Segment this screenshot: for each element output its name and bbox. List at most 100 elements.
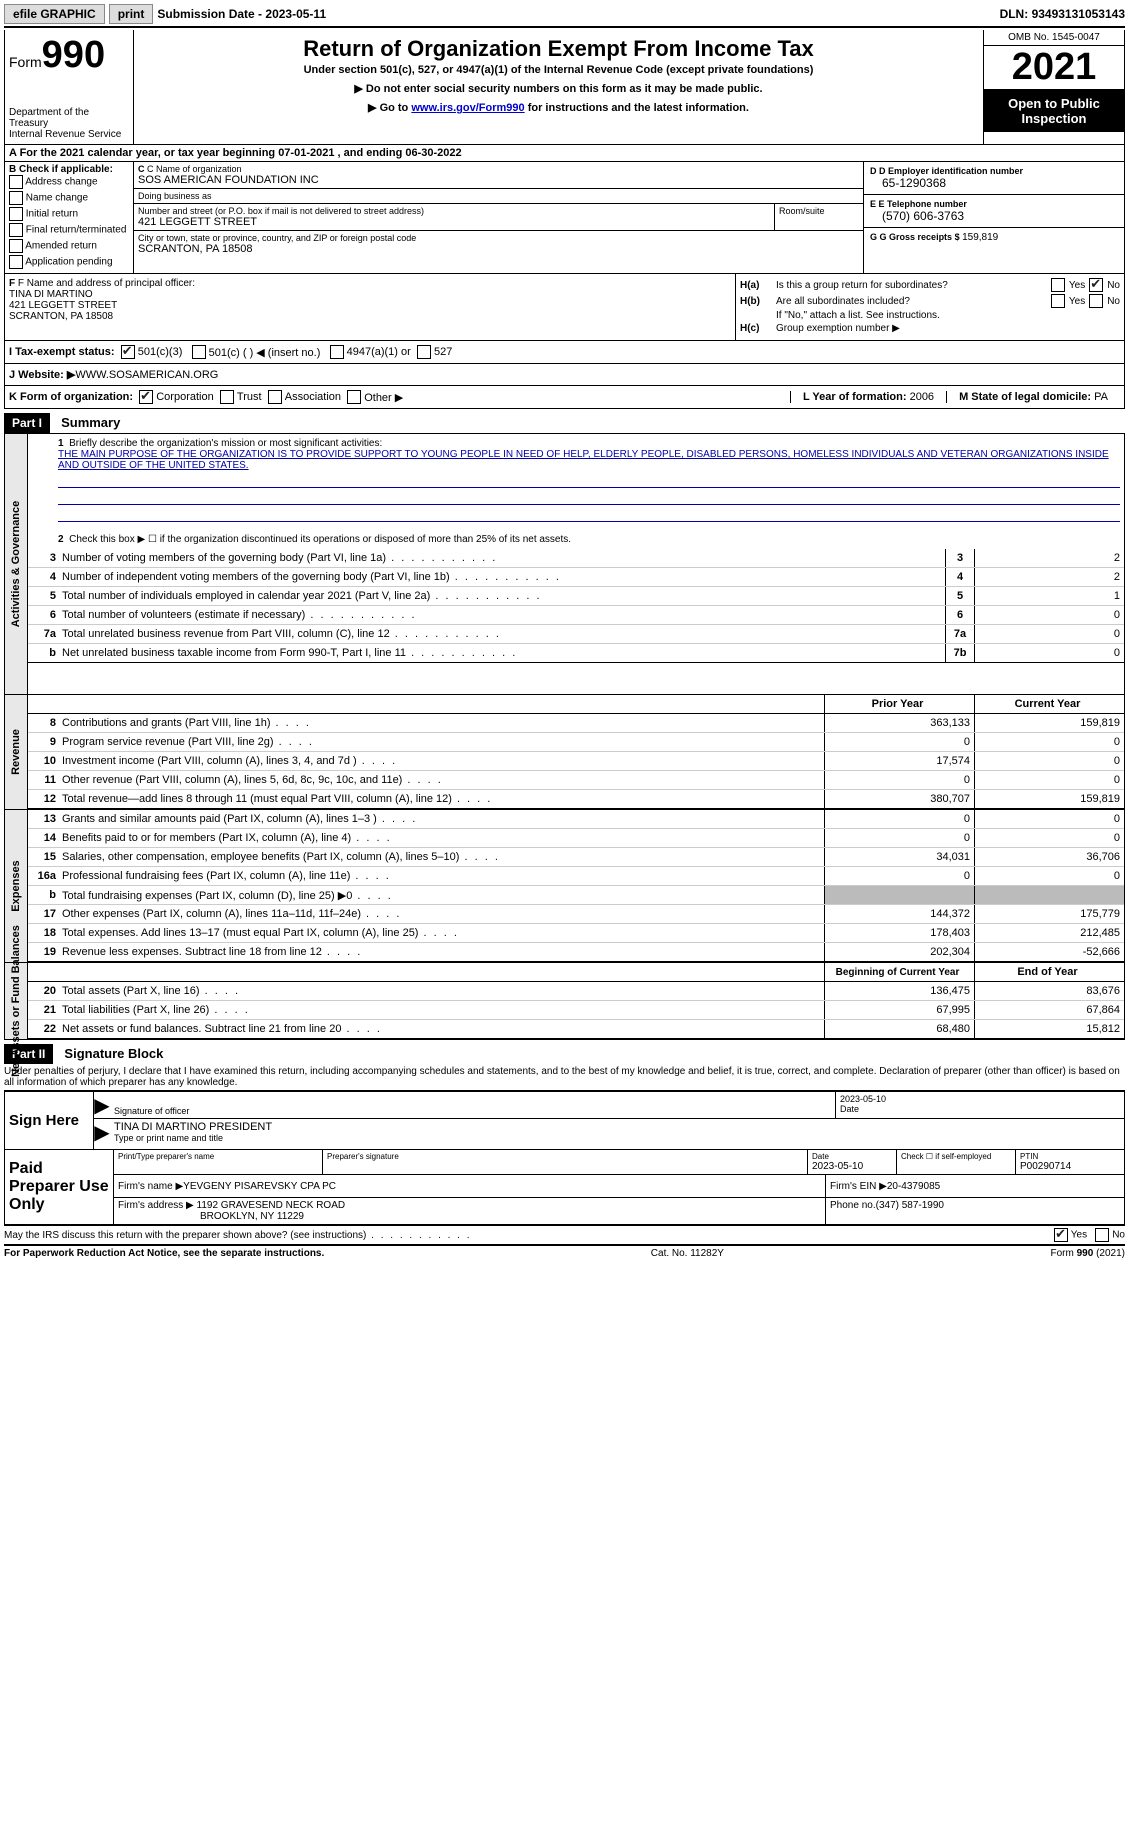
instruction-ssn: ▶ Do not enter social security numbers o…: [138, 82, 979, 95]
cb-name-change[interactable]: Name change: [9, 191, 129, 205]
block-bcd: B Check if applicable: Address change Na…: [4, 162, 1125, 274]
rev-rows-line-9: 9Program service revenue (Part VIII, lin…: [28, 733, 1124, 752]
submission-date: Submission Date - 2023-05-11: [157, 7, 326, 21]
firm-name: YEVGENY PISAREVSKY CPA PC: [183, 1181, 336, 1192]
row-k-form-org: K Form of organization: Corporation Trus…: [4, 386, 1125, 409]
exp-rows-line-19: 19Revenue less expenses. Subtract line 1…: [28, 943, 1124, 962]
rev-rows-line-11: 11Other revenue (Part VIII, column (A), …: [28, 771, 1124, 790]
city-label: City or town, state or province, country…: [138, 233, 859, 243]
hb-yes[interactable]: [1051, 294, 1065, 308]
gross-value: 159,819: [962, 232, 998, 243]
cb-corp[interactable]: [139, 390, 153, 404]
ha-no[interactable]: [1089, 278, 1103, 292]
hb-label: H(b): [740, 296, 776, 307]
tax-status-label: I Tax-exempt status:: [9, 346, 115, 358]
vtab-netassets: Net Assets or Fund Balances: [5, 963, 28, 1039]
sig-date-value: 2023-05-10: [840, 1094, 1120, 1104]
cb-amended[interactable]: Amended return: [9, 239, 129, 253]
net-rows-line-21: 21Total liabilities (Part X, line 26)67,…: [28, 1001, 1124, 1020]
exp-rows-line-17: 17Other expenses (Part IX, column (A), l…: [28, 905, 1124, 924]
firm-name-label: Firm's name ▶: [118, 1181, 183, 1192]
dln: DLN: 93493131053143: [1000, 7, 1125, 21]
cb-527[interactable]: [417, 345, 431, 359]
firm-ein-label: Firm's EIN ▶: [830, 1181, 887, 1192]
paperwork-notice: For Paperwork Reduction Act Notice, see …: [4, 1248, 324, 1259]
cb-other[interactable]: [347, 390, 361, 404]
open-inspection: Open to Public Inspection: [984, 90, 1124, 132]
phone-label: E E Telephone number: [870, 199, 1118, 209]
firm-phone-label: Phone no.: [830, 1200, 876, 1222]
form-number: Form990: [9, 34, 129, 77]
discuss-row: May the IRS discuss this return with the…: [4, 1225, 1125, 1244]
col-b-checkboxes: B Check if applicable: Address change Na…: [5, 162, 134, 273]
form-page: Form 990 (2021): [1051, 1248, 1125, 1259]
firm-addr2: BROOKLYN, NY 11229: [118, 1211, 821, 1222]
irs-link[interactable]: www.irs.gov/Form990: [411, 102, 524, 114]
ha-yes[interactable]: [1051, 278, 1065, 292]
ha-label: H(a): [740, 280, 776, 291]
sig-officer-label: Signature of officer: [114, 1106, 831, 1116]
hb-text: Are all subordinates included?: [776, 296, 1051, 307]
part1-title: Summary: [53, 415, 120, 430]
discuss-yes[interactable]: [1054, 1228, 1068, 1242]
rev-rows-line-12: 12Total revenue—add lines 8 through 11 (…: [28, 790, 1124, 809]
exp-rows-line-13: 13Grants and similar amounts paid (Part …: [28, 810, 1124, 829]
net-rows-line-20: 20Total assets (Part X, line 16)136,4758…: [28, 982, 1124, 1001]
cb-trust[interactable]: [220, 390, 234, 404]
discuss-no[interactable]: [1095, 1228, 1109, 1242]
prep-use-label: Paid Preparer Use Only: [5, 1150, 114, 1224]
cat-no: Cat. No. 11282Y: [651, 1248, 724, 1259]
year-formation: L Year of formation: 2006: [790, 391, 946, 403]
exp-rows-line-14: 14Benefits paid to or for members (Part …: [28, 829, 1124, 848]
block-fh: F F Name and address of principal office…: [4, 274, 1125, 341]
col-b-header: B Check if applicable:: [9, 164, 129, 175]
hb-no[interactable]: [1089, 294, 1103, 308]
print-button[interactable]: print: [109, 4, 154, 24]
mission-text: THE MAIN PURPOSE OF THE ORGANIZATION IS …: [58, 449, 1109, 471]
ptin-value: P00290714: [1020, 1161, 1120, 1172]
col-f-officer: F F Name and address of principal office…: [5, 274, 736, 340]
form-subtitle: Under section 501(c), 527, or 4947(a)(1)…: [138, 64, 979, 76]
sig-date-label: Date: [840, 1104, 1120, 1114]
cb-4947[interactable]: [330, 345, 344, 359]
prep-self-emp: Check ☐ if self-employed: [901, 1152, 1011, 1161]
state-domicile: M State of legal domicile: PA: [946, 391, 1120, 403]
cb-assoc[interactable]: [268, 390, 282, 404]
ein-value: 65-1290368: [870, 176, 1118, 190]
cb-app-pending[interactable]: Application pending: [9, 255, 129, 269]
rev-header: Prior Year Current Year: [28, 695, 1124, 714]
website-label: J Website: ▶: [9, 368, 75, 381]
prep-sig-label: Preparer's signature: [327, 1152, 803, 1161]
row-j-website: J Website: ▶ WWW.SOSAMERICAN.ORG: [4, 364, 1125, 386]
cb-final-return[interactable]: Final return/terminated: [9, 223, 129, 237]
mission-block: 1 Briefly describe the organization's mi…: [28, 434, 1124, 526]
exp-rows-line-18: 18Total expenses. Add lines 13–17 (must …: [28, 924, 1124, 943]
net-rows-line-22: 22Net assets or fund balances. Subtract …: [28, 1020, 1124, 1039]
cb-501c3[interactable]: [121, 345, 135, 359]
efile-button[interactable]: efile GRAPHIC: [4, 4, 105, 24]
cb-address-change[interactable]: Address change: [9, 175, 129, 189]
col-d-ein: D D Employer identification number 65-12…: [864, 162, 1124, 273]
gov-line-7a: 7aTotal unrelated business revenue from …: [28, 625, 1124, 644]
rev-rows-line-8: 8Contributions and grants (Part VIII, li…: [28, 714, 1124, 733]
top-toolbar: efile GRAPHIC print Submission Date - 20…: [4, 4, 1125, 28]
website-value: WWW.SOSAMERICAN.ORG: [75, 369, 218, 381]
ein-label: D D Employer identification number: [870, 166, 1118, 176]
declaration-text: Under penalties of perjury, I declare th…: [4, 1064, 1125, 1090]
gov-line-b: bNet unrelated business taxable income f…: [28, 644, 1124, 663]
officer-print-name: TINA DI MARTINO PRESIDENT: [114, 1121, 1120, 1133]
cb-initial-return[interactable]: Initial return: [9, 207, 129, 221]
firm-ein: 20-4379085: [887, 1181, 940, 1192]
ptin-label: PTIN: [1020, 1152, 1120, 1161]
page-footer: For Paperwork Reduction Act Notice, see …: [4, 1244, 1125, 1259]
exp-rows-line-16a: 16aProfessional fundraising fees (Part I…: [28, 867, 1124, 886]
prep-date: 2023-05-10: [812, 1161, 892, 1172]
cb-501c[interactable]: [192, 345, 206, 359]
officer-name: TINA DI MARTINO: [9, 289, 731, 300]
city-value: SCRANTON, PA 18508: [138, 243, 859, 255]
col-c-org-info: C C Name of organization SOS AMERICAN FO…: [134, 162, 864, 273]
part1-badge: Part I: [4, 413, 50, 433]
print-name-label: Type or print name and title: [114, 1133, 1120, 1143]
addr-label: Number and street (or P.O. box if mail i…: [138, 206, 770, 216]
hc-text: Group exemption number ▶: [776, 323, 1120, 334]
